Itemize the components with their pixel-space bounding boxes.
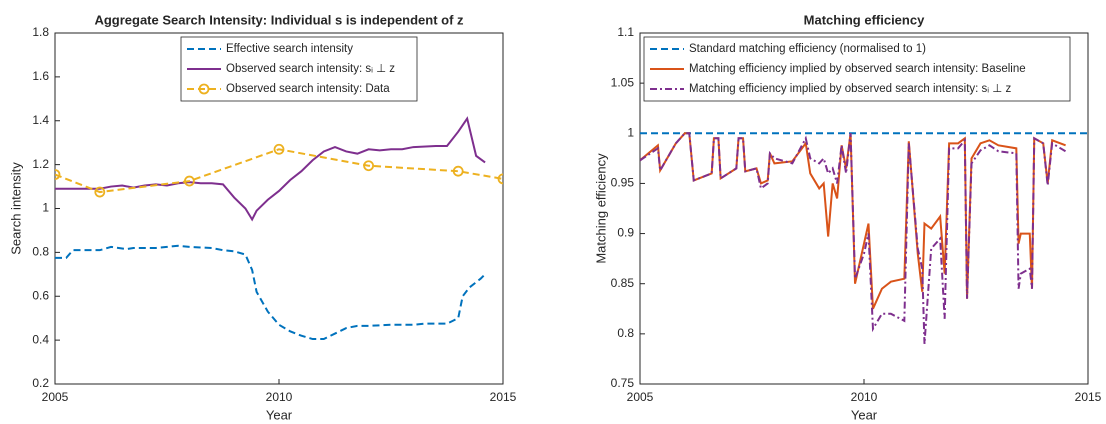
legend-label: Matching efficiency implied by observed … (689, 83, 1012, 95)
series-line (55, 116, 486, 222)
legend-label: Matching efficiency implied by observed … (689, 63, 1026, 75)
y-tick-label: 0.4 (32, 332, 49, 346)
x-tick-label: 2015 (1075, 390, 1102, 404)
data-point (497, 173, 503, 185)
y-tick-label: 0.6 (32, 288, 49, 302)
y-tick-label: 1.8 (32, 25, 49, 39)
legend-marker (198, 83, 210, 95)
y-axis-label: Matching efficiency (593, 153, 608, 264)
y-axis-label: Search intensity (8, 162, 23, 255)
x-tick-label: 2005 (627, 390, 654, 404)
y-tick-label: 0.9 (617, 226, 634, 240)
x-tick-label: 2010 (851, 390, 878, 404)
y-tick-label: 1.05 (611, 75, 635, 89)
y-tick-label: 0.8 (617, 326, 634, 340)
y-tick-label: 1.2 (32, 157, 49, 171)
data-point (452, 165, 464, 177)
y-tick-label: 1.1 (617, 25, 634, 39)
y-tick-label: 0.95 (611, 176, 635, 190)
y-tick-label: 1 (42, 201, 49, 215)
x-tick-label: 2010 (266, 390, 293, 404)
x-tick-label: 2015 (490, 390, 517, 404)
y-tick-label: 1.4 (32, 113, 49, 127)
legend-label: Standard matching efficiency (normalised… (689, 43, 926, 55)
y-tick-label: 0.85 (611, 276, 635, 290)
subplot: 2005 2010 2015 0.75 0.8 0.85 0.9 0.95 1 1.05 1.1 Ma… (593, 12, 1101, 422)
y-tick-label: 0.8 (32, 245, 49, 259)
legend-label: Observed search intensity: Data (226, 83, 390, 95)
x-axis-label: Year (851, 407, 878, 422)
y-tick-label: 1.6 (32, 69, 49, 83)
legend-label: Effective search intensity (226, 43, 353, 55)
chart-title: Aggregate Search Intensity: Individual s… (94, 12, 464, 27)
data-point (94, 186, 106, 198)
data-point (183, 175, 195, 187)
y-tick-label: 0.2 (32, 376, 49, 390)
data-point (363, 160, 375, 172)
x-axis-label: Year (266, 407, 293, 422)
data-point (273, 143, 285, 155)
x-tick-label: 2005 (42, 390, 69, 404)
legend-box (643, 36, 1071, 102)
chart-title: Matching efficiency (804, 12, 925, 27)
series-line (640, 132, 1067, 344)
plot-content (55, 116, 503, 341)
series-line (55, 148, 503, 194)
legend-label: Observed search intensity: sᵢ ⊥ z (226, 63, 395, 75)
y-tick-label: 0.75 (611, 376, 635, 390)
y-tick-label: 1 (627, 125, 634, 139)
subplot: 2005 2010 2015 0.2 0.4 0.6 0.8 1 1.2 1.4 1.6 1.8 Agg… (8, 12, 516, 422)
data-point (55, 169, 61, 180)
series-line (55, 244, 486, 341)
plot-content (640, 132, 1088, 344)
